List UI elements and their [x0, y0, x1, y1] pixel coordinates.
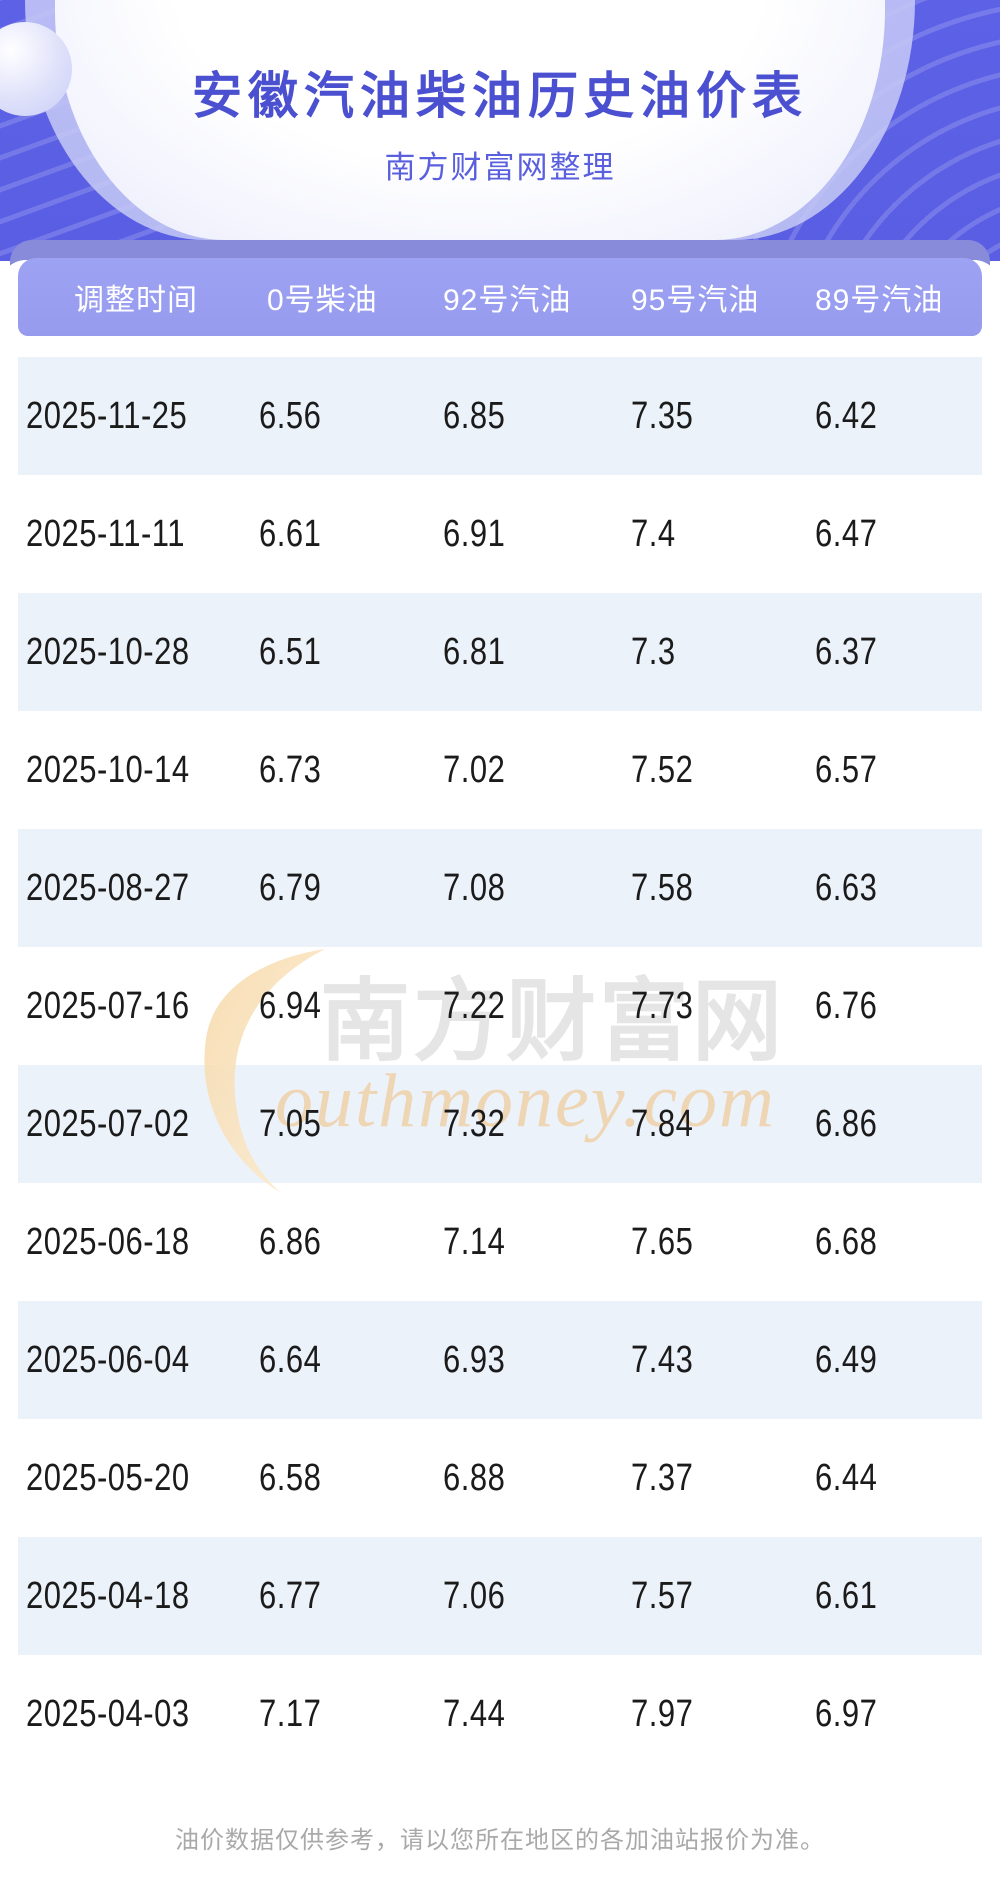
row-price-cell: 6.68: [815, 1220, 878, 1263]
row-price-cell: 7.84: [631, 1102, 694, 1145]
row-date-cell: 2025-06-18: [26, 1220, 190, 1263]
row-price-cell: 6.57: [815, 748, 878, 791]
row-price-cell: 7.14: [443, 1220, 506, 1263]
hero-banner: 安徽汽油柴油历史油价表 南方财富网整理: [0, 0, 1000, 261]
table-row: 2025-06-04 6.64 6.93 7.43 6.49: [18, 1301, 982, 1419]
row-price-cell: 7.32: [443, 1102, 506, 1145]
row-price-cell: 7.65: [631, 1220, 694, 1263]
hero-corner-circle: [0, 22, 72, 116]
row-price-cell: 7.3: [631, 630, 676, 673]
row-price-cell: 7.02: [443, 748, 506, 791]
page-subtitle: 南方财富网整理: [384, 150, 616, 185]
row-price-cell: 7.06: [443, 1574, 506, 1617]
row-price-cell: 7.57: [631, 1574, 694, 1617]
row-price-cell: 6.79: [259, 866, 322, 909]
row-date-cell: 2025-05-20: [26, 1456, 190, 1499]
row-date-cell: 2025-04-03: [26, 1692, 190, 1735]
row-price-cell: 6.42: [815, 394, 878, 437]
row-date-cell: 2025-07-02: [26, 1102, 190, 1145]
row-price-cell: 6.86: [815, 1102, 878, 1145]
table-row: 2025-04-03 7.17 7.44 7.97 6.97: [18, 1655, 982, 1773]
row-price-cell: 6.51: [259, 630, 322, 673]
row-price-cell: 7.52: [631, 748, 694, 791]
column-header-gas89: 89号汽油: [815, 284, 944, 317]
table-row: 2025-06-18 6.86 7.14 7.65 6.68: [18, 1183, 982, 1301]
page-title: 安徽汽油柴油历史油价表: [192, 68, 808, 124]
column-header-gas95: 95号汽油: [631, 284, 760, 317]
row-date-cell: 2025-07-16: [26, 984, 190, 1027]
row-price-cell: 7.35: [631, 394, 694, 437]
row-date-cell: 2025-04-18: [26, 1574, 190, 1617]
row-price-cell: 6.91: [443, 512, 506, 555]
table-body: 2025-11-25 6.56 6.85 7.35 6.42 2025-11-11 6.61…: [18, 357, 982, 1773]
row-price-cell: 6.94: [259, 984, 322, 1027]
row-price-cell: 6.81: [443, 630, 506, 673]
row-date-cell: 2025-10-28: [26, 630, 190, 673]
row-price-cell: 6.93: [443, 1338, 506, 1381]
column-header-gas92: 92号汽油: [443, 284, 572, 317]
table-row: 2025-10-14 6.73 7.02 7.52 6.57: [18, 711, 982, 829]
row-price-cell: 7.44: [443, 1692, 506, 1735]
row-price-cell: 7.58: [631, 866, 694, 909]
row-price-cell: 6.73: [259, 748, 322, 791]
row-price-cell: 6.37: [815, 630, 878, 673]
footer-disclaimer: 油价数据仅供参考，请以您所在地区的各加油站报价为准。: [175, 1827, 825, 1854]
row-date-cell: 2025-11-25: [26, 394, 188, 437]
row-price-cell: 7.08: [443, 866, 506, 909]
row-price-cell: 7.4: [631, 512, 676, 555]
row-price-cell: 6.44: [815, 1456, 878, 1499]
row-price-cell: 6.61: [815, 1574, 878, 1617]
row-price-cell: 6.88: [443, 1456, 506, 1499]
row-price-cell: 6.77: [259, 1574, 322, 1617]
row-date-cell: 2025-06-04: [26, 1338, 190, 1381]
table-header-row: 调整时间 0号柴油 92号汽油 95号汽油 89号汽油: [18, 258, 982, 336]
row-price-cell: 6.85: [443, 394, 506, 437]
row-date-cell: 2025-10-14: [26, 748, 190, 791]
row-price-cell: 6.97: [815, 1692, 878, 1735]
row-price-cell: 6.64: [259, 1338, 322, 1381]
row-price-cell: 6.86: [259, 1220, 322, 1263]
column-header-date: 调整时间: [74, 284, 198, 317]
row-price-cell: 7.73: [631, 984, 694, 1027]
row-price-cell: 7.43: [631, 1338, 694, 1381]
row-price-cell: 6.63: [815, 866, 878, 909]
row-price-cell: 6.76: [815, 984, 878, 1027]
row-price-cell: 7.17: [259, 1692, 322, 1735]
column-header-diesel0: 0号柴油: [267, 284, 378, 317]
table-row: 2025-07-02 7.05 7.32 7.84 6.86: [18, 1065, 982, 1183]
row-price-cell: 7.37: [631, 1456, 694, 1499]
row-price-cell: 7.22: [443, 984, 506, 1027]
table-row: 2025-11-11 6.61 6.91 7.4 6.47: [18, 475, 982, 593]
row-price-cell: 7.05: [259, 1102, 322, 1145]
row-price-cell: 6.61: [259, 512, 322, 555]
row-price-cell: 7.97: [631, 1692, 694, 1735]
table-row: 2025-05-20 6.58 6.88 7.37 6.44: [18, 1419, 982, 1537]
table-row: 2025-10-28 6.51 6.81 7.3 6.37: [18, 593, 982, 711]
row-date-cell: 2025-08-27: [26, 866, 190, 909]
row-date-cell: 2025-11-11: [26, 512, 185, 555]
table-row: 2025-08-27 6.79 7.08 7.58 6.63: [18, 829, 982, 947]
table-row: 2025-07-16 6.94 7.22 7.73 6.76: [18, 947, 982, 1065]
row-price-cell: 6.56: [259, 394, 322, 437]
row-price-cell: 6.58: [259, 1456, 322, 1499]
hero-white-blob: [55, 0, 885, 240]
table-row: 2025-11-25 6.56 6.85 7.35 6.42: [18, 357, 982, 475]
row-price-cell: 6.49: [815, 1338, 878, 1381]
table-row: 2025-04-18 6.77 7.06 7.57 6.61: [18, 1537, 982, 1655]
row-price-cell: 6.47: [815, 512, 878, 555]
